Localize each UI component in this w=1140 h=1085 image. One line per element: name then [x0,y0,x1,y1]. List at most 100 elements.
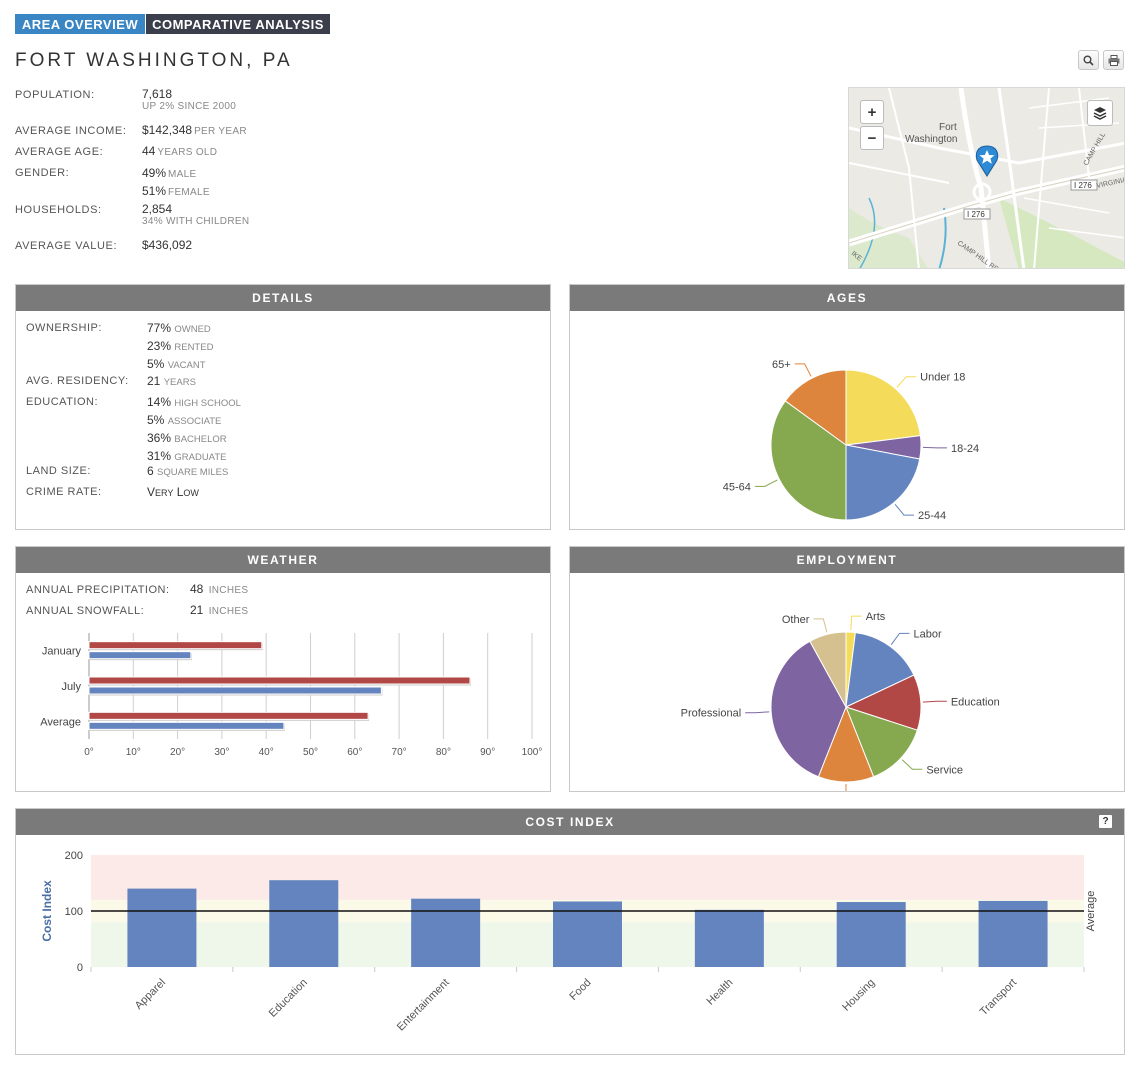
weather-bar-average-1[interactable] [88,721,285,730]
average-value: $436,092 [142,238,193,252]
land-value: 6 SQUARE MILES [147,463,228,481]
map[interactable]: Fort Washington I 276 I 276 VIRGINIA CAM… [848,87,1125,269]
age-value: 44 YEARS OLD [142,144,217,158]
pie-label-65: 65+ [772,359,791,371]
pie-label-professional: Professional [681,708,742,720]
cost-bar-apparel[interactable] [127,888,197,967]
vacant-label: VACANT [167,360,206,371]
snow-unit: INCHES [208,606,249,617]
pie-slice-under-18[interactable] [845,369,921,446]
residency-value: 21 YEARS [147,373,196,391]
income-unit: PER YEAR [194,126,247,137]
weather-bar-average-0[interactable] [88,711,369,720]
pie-slice-45-64[interactable] [770,400,847,521]
pie-label-arts: Arts [866,611,886,623]
female-unit: FEMALE [168,187,210,198]
assoc-pct: 5% [147,413,165,427]
print-button[interactable] [1103,50,1124,70]
weather-category-average: Average [40,716,81,728]
cost-index-panel: COST INDEX ? 0 100 200 Cost Index Average App… [15,808,1125,1055]
page-title: FORT WASHINGTON, PA [15,50,293,71]
hs-label: HIGH SCHOOL [174,398,241,409]
age-label: AVERAGE AGE: [15,146,104,158]
crime-label: CRIME RATE: [26,486,102,498]
ages-panel: AGES Under 18 18-24 25-44 45-64 65+ [569,284,1125,530]
residency-number: 21 [147,374,161,388]
rented-pct: 23% [147,339,172,353]
pie-slice-other[interactable] [809,631,847,708]
layers-icon [1093,107,1107,120]
gender-value: 49% MALE 51% FEMALE [142,165,210,201]
cost-y2-axis-label: Average [1085,891,1097,932]
vacant-pct: 5% [147,357,165,371]
crime-ow: OW [183,488,199,498]
tab-area-overview[interactable]: AREA OVERVIEW [15,14,145,34]
zoom-in-button[interactable]: + [860,100,884,124]
income-value: $142,348 PER YEAR [142,123,247,137]
pie-connector-arts [850,615,862,631]
zoom-out-button[interactable]: − [860,126,884,150]
precip-unit: INCHES [208,585,249,596]
pie-slice-professional[interactable] [770,640,847,778]
weather-header: WEATHER [16,547,550,573]
value-label: AVERAGE VALUE: [15,240,118,252]
cost-bar-transport[interactable] [978,900,1048,967]
male-unit: MALE [168,169,197,180]
details-panel: DETAILS OWNERSHIP: 77% OWNED 23% RENTED … [15,284,551,530]
weather-x-tick: 30° [214,747,229,758]
pie-connector-25-44 [894,504,915,516]
weather-category-january: January [42,646,82,658]
residency-label: AVG. RESIDENCY: [26,375,129,387]
print-icon [1108,54,1119,66]
population-value: 7,618 UP 2% SINCE 2000 [142,87,236,112]
weather-x-tick: 100° [522,747,543,758]
pie-slice-65[interactable] [784,369,847,446]
pie-label-under-18: Under 18 [920,372,965,384]
search-button[interactable] [1078,50,1099,70]
pie-slice-labor[interactable] [845,632,915,708]
pie-slice-service[interactable] [845,706,918,778]
map-label-i276-east: I 276 [1074,181,1092,190]
cost-bar-entertainment[interactable] [411,898,481,967]
weather-bar-july-0[interactable] [88,676,471,685]
star-marker-icon[interactable] [975,145,999,177]
layers-button[interactable] [1087,100,1113,126]
cost-bar-health[interactable] [694,909,764,967]
precip-label: ANNUAL PRECIPITATION: [26,584,170,596]
cost-y-axis-label: Cost Index [40,880,54,942]
employment-pie-chart: ArtsLaborEducationServiceHealthcareProfe… [681,611,1000,805]
cost-category-housing: Housing [840,977,877,1014]
weather-bar-july-1[interactable] [88,686,382,695]
map-label-i276-west: I 276 [967,210,985,219]
education-label: EDUCATION: [26,396,99,408]
ownership-label: OWNERSHIP: [26,322,102,334]
pie-slice-25-44[interactable] [845,444,921,521]
households-sub: 34% WITH CHILDREN [142,216,250,227]
gender-label: GENDER: [15,167,70,179]
pie-label-education: Education [951,696,1000,708]
help-icon[interactable]: ? [1099,815,1112,828]
education-value: 14% HIGH SCHOOL 5% ASSOCIATE 36% BACHELO… [147,394,241,466]
pie-label-45-64: 45-64 [723,481,751,493]
cost-bar-housing[interactable] [836,902,906,967]
pie-label-25-44: 25-44 [918,510,946,522]
details-header: DETAILS [16,285,550,311]
owned-label: OWNED [174,324,211,335]
pie-connector-65 [794,363,812,377]
female-pct: 51% [142,184,167,198]
cost-category-health: Health [705,977,736,1008]
cost-bar-food[interactable] [553,901,622,967]
cost-y-tick: 200 [65,850,83,862]
tab-comparative-analysis[interactable]: COMPARATIVE ANALYSIS [146,14,330,34]
ages-header: AGES [570,285,1124,311]
crime-l: L [173,485,184,499]
employment-header: EMPLOYMENT [570,547,1124,573]
weather-bar-january-0[interactable] [88,641,263,650]
map-canvas[interactable]: Fort Washington I 276 I 276 VIRGINIA CAM… [849,88,1125,269]
cost-bar-education[interactable] [269,880,339,967]
weather-panel: WEATHER ANNUAL PRECIPITATION: 48 INCHES … [15,546,551,792]
pie-connector-other [813,618,828,633]
population-label: POPULATION: [15,89,95,101]
cost-index-bar-chart: 0 100 200 Cost Index Average Apparel Education… [40,850,1097,1034]
weather-bar-january-1[interactable] [88,651,192,660]
